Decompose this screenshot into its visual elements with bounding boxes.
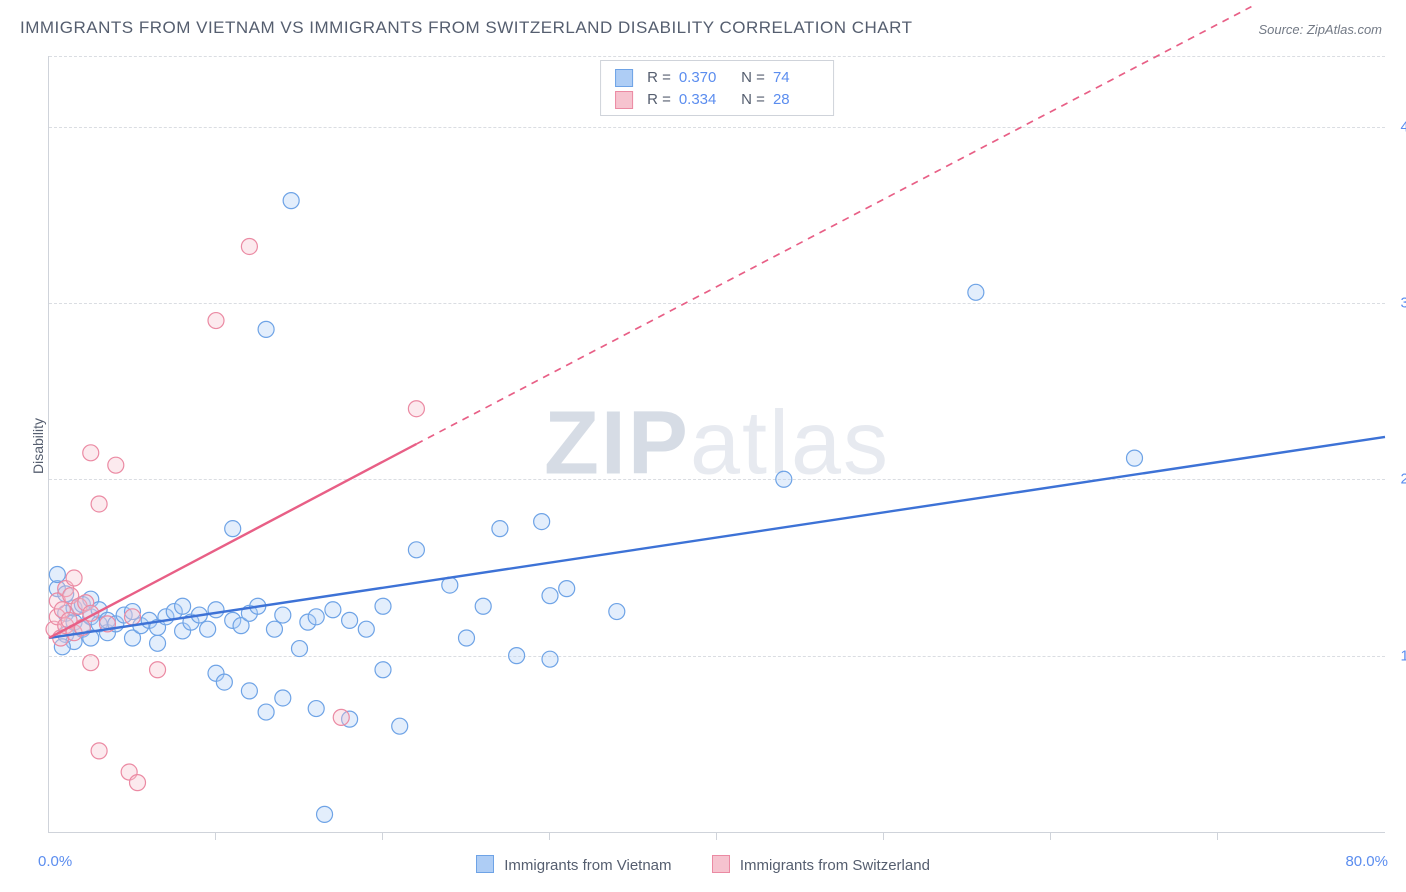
legend-label-switzerland: Immigrants from Switzerland — [740, 857, 930, 874]
y-tick-label: 40.0% — [1391, 118, 1406, 135]
y-tick-label: 10.0% — [1391, 647, 1406, 664]
y-tick-label: 20.0% — [1391, 471, 1406, 488]
chart-title: IMMIGRANTS FROM VIETNAM VS IMMIGRANTS FR… — [20, 18, 913, 38]
y-axis-label: Disability — [30, 418, 46, 474]
stats-legend: R = 0.370 N = 74 R = 0.334 N = 28 — [600, 60, 834, 116]
trend-line-switzerland — [49, 444, 416, 638]
source-attribution: Source: ZipAtlas.com — [1258, 22, 1382, 37]
legend-item-switzerland: Immigrants from Switzerland — [712, 855, 930, 874]
n-label: N = — [733, 89, 765, 111]
n-label: N = — [733, 67, 765, 89]
series-legend: Immigrants from Vietnam Immigrants from … — [0, 855, 1406, 874]
n-value-switzerland: 28 — [773, 89, 819, 111]
chart-plot-area: ZIPatlas R = 0.370 N = 74 R = 0.334 N = … — [48, 56, 1385, 833]
legend-item-vietnam: Immigrants from Vietnam — [476, 855, 671, 874]
legend-label-vietnam: Immigrants from Vietnam — [504, 857, 671, 874]
stats-row-switzerland: R = 0.334 N = 28 — [615, 89, 819, 111]
stats-row-vietnam: R = 0.370 N = 74 — [615, 67, 819, 89]
r-value-switzerland: 0.334 — [679, 89, 725, 111]
y-tick-label: 30.0% — [1391, 294, 1406, 311]
trend-line-layer — [49, 56, 1385, 832]
swatch-switzerland — [615, 91, 633, 109]
n-value-vietnam: 74 — [773, 67, 819, 89]
r-label: R = — [647, 89, 671, 111]
trend-line-vietnam — [49, 437, 1385, 638]
r-value-vietnam: 0.370 — [679, 67, 725, 89]
swatch-vietnam — [476, 855, 494, 873]
r-label: R = — [647, 67, 671, 89]
swatch-switzerland — [712, 855, 730, 873]
swatch-vietnam — [615, 69, 633, 87]
